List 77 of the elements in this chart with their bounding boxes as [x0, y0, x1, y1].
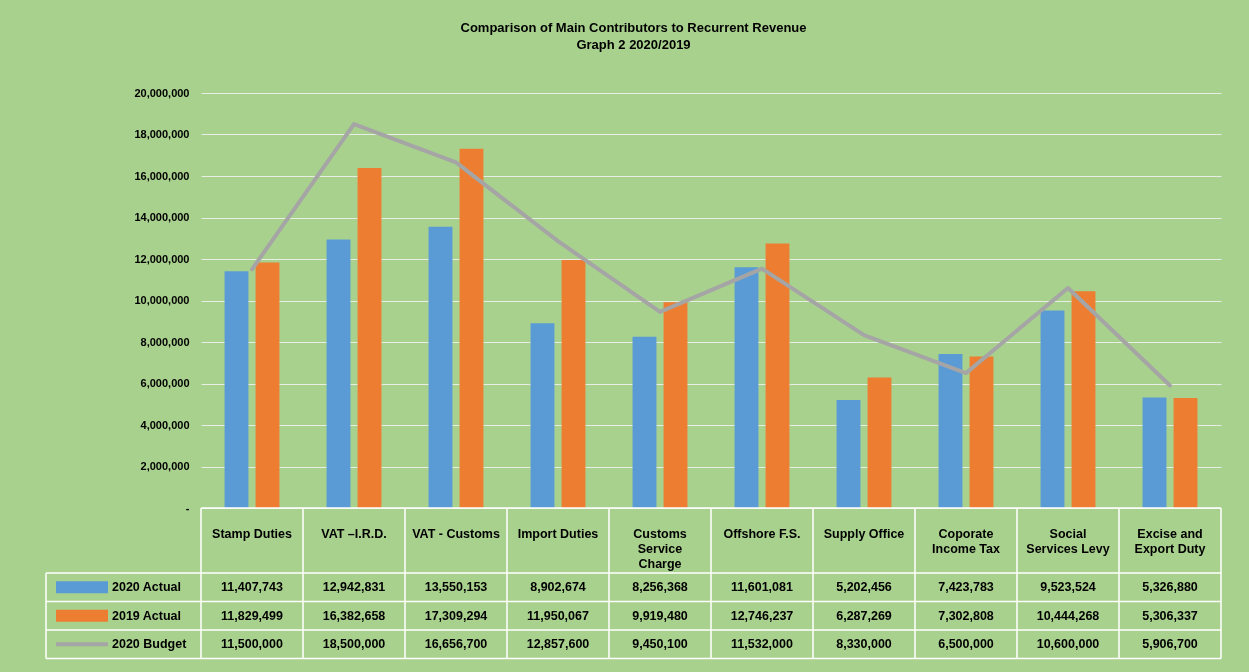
y-tick-label: 8,000,000	[140, 335, 190, 348]
data-label: 11,407,743	[221, 580, 283, 595]
data-label: 17,309,294	[424, 608, 488, 623]
chart-subtitle: Graph 2 2020/2019	[576, 37, 691, 52]
data-label: 9,523,524	[1040, 580, 1096, 595]
data-label: 12,857,600	[526, 637, 590, 652]
x-tick-label: Customs Service Charge	[633, 526, 687, 571]
bar	[969, 356, 994, 508]
x-tick-label: Import Duties	[517, 526, 599, 541]
y-tick-label: 20,000,000	[134, 86, 190, 99]
legend-label: 2019 Actual	[112, 608, 182, 623]
data-label: 9,919,480	[632, 608, 688, 623]
data-label: 7,423,783	[938, 580, 994, 595]
y-tick-label: -	[185, 501, 190, 514]
bar	[1142, 397, 1167, 508]
data-label: 9,450,100	[632, 637, 688, 652]
bar	[1071, 291, 1096, 508]
data-label: 5,306,337	[1142, 608, 1198, 623]
bar	[632, 336, 657, 508]
bar	[938, 353, 963, 508]
x-tick-label: Excise and Export Duty	[1134, 526, 1206, 556]
bar	[561, 260, 586, 508]
data-label: 11,532,000	[731, 637, 793, 652]
data-label: 6,287,269	[836, 608, 892, 623]
data-label: 8,330,000	[836, 637, 892, 652]
data-label: 5,326,880	[1142, 580, 1198, 595]
data-label: 16,656,700	[424, 637, 488, 652]
data-label: 11,829,499	[221, 608, 283, 623]
data-label: 7,302,808	[938, 608, 994, 623]
data-label: 5,202,456	[836, 580, 892, 595]
bar	[836, 400, 861, 508]
y-tick-label: 2,000,000	[140, 460, 190, 472]
bar	[663, 302, 688, 508]
data-label: 16,382,658	[322, 608, 386, 623]
bar	[765, 243, 790, 508]
bar	[867, 377, 892, 508]
data-label: 18,500,000	[322, 637, 386, 652]
bar	[530, 323, 555, 508]
data-label: 8,256,368	[632, 580, 688, 595]
data-label: 12,942,831	[322, 580, 386, 595]
y-tick-label: 4,000,000	[140, 418, 190, 431]
y-tick-label: 16,000,000	[134, 169, 190, 182]
bar	[326, 239, 351, 508]
data-label: 11,950,067	[527, 608, 589, 623]
bar	[734, 267, 759, 508]
x-tick-label: Offshore F.S.	[723, 526, 801, 541]
chart-title: Comparison of Main Contributors to Recurrent Revenue	[460, 20, 807, 35]
data-label: 11,601,081	[731, 580, 793, 595]
y-tick-label: 18,000,000	[134, 128, 190, 140]
data-label: 10,600,000	[1036, 637, 1100, 652]
bar	[1040, 310, 1065, 508]
x-tick-label: Supply Office	[823, 526, 905, 541]
x-tick-label: Stamp Duties	[212, 526, 292, 541]
data-label: 11,500,000	[221, 637, 283, 652]
x-tick-label: VAT - Customs	[412, 526, 500, 541]
data-label: 10,444,268	[1036, 608, 1100, 623]
x-tick-label: Social Services Levy	[1026, 526, 1110, 556]
line-series	[250, 122, 1172, 388]
bar	[224, 271, 249, 508]
y-tick-label: 10,000,000	[134, 294, 190, 306]
legend-label: 2020 Budget	[112, 637, 188, 652]
bar	[255, 262, 280, 508]
bar	[1173, 397, 1198, 508]
x-tick-label: VAT –I.R.D.	[321, 526, 387, 541]
data-label: 5,906,700	[1142, 637, 1198, 652]
bar	[459, 148, 484, 508]
bar	[357, 168, 382, 508]
x-tick-label: Coporate Income Tax	[932, 526, 1000, 556]
data-label: 12,746,237	[730, 608, 794, 623]
y-tick-label: 12,000,000	[134, 252, 190, 265]
bar	[428, 226, 453, 508]
y-tick-label: 6,000,000	[140, 377, 190, 389]
legend-label: 2020 Actual	[112, 580, 182, 595]
data-label: 13,550,153	[424, 580, 488, 595]
data-label: 8,902,674	[530, 580, 586, 595]
data-label: 6,500,000	[938, 637, 994, 652]
y-tick-label: 14,000,000	[134, 211, 190, 223]
